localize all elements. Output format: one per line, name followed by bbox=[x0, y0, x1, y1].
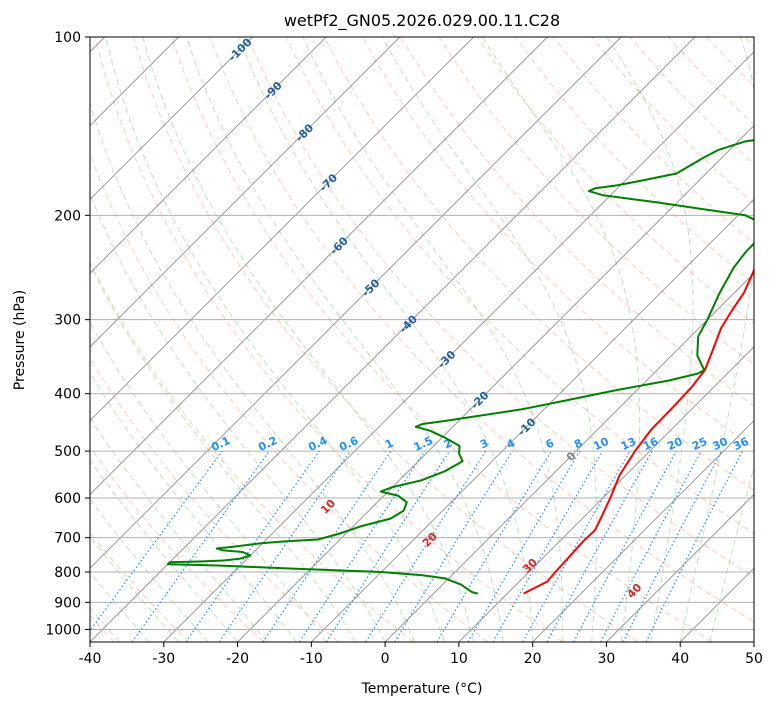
y-tick-label: 500 bbox=[54, 444, 81, 460]
y-tick-label: 300 bbox=[54, 313, 81, 329]
x-tick-label: 20 bbox=[524, 651, 542, 667]
x-axis-label: Temperature (°C) bbox=[361, 681, 483, 697]
x-tick-label: -10 bbox=[300, 651, 323, 667]
y-tick-label: 900 bbox=[54, 595, 81, 611]
x-tick-label: 40 bbox=[671, 651, 689, 667]
y-tick-label: 1000 bbox=[45, 622, 81, 638]
y-tick-label: 600 bbox=[54, 491, 81, 507]
x-tick-label: -40 bbox=[79, 651, 102, 667]
y-tick-label: 100 bbox=[54, 30, 81, 46]
y-tick-label: 400 bbox=[54, 387, 81, 403]
x-tick-label: 50 bbox=[745, 651, 763, 667]
y-tick-label: 800 bbox=[54, 565, 81, 581]
x-tick-label: -20 bbox=[226, 651, 249, 667]
x-tick-label: -30 bbox=[152, 651, 175, 667]
y-tick-label: 200 bbox=[54, 208, 81, 224]
chart-title: wetPf2_GN05.2026.029.00.11.C28 bbox=[284, 11, 560, 31]
y-axis-label: Pressure (hPa) bbox=[12, 290, 28, 390]
x-tick-label: 0 bbox=[381, 651, 390, 667]
x-tick-label: 30 bbox=[598, 651, 616, 667]
y-tick-label: 700 bbox=[54, 531, 81, 547]
x-tick-label: 10 bbox=[450, 651, 468, 667]
